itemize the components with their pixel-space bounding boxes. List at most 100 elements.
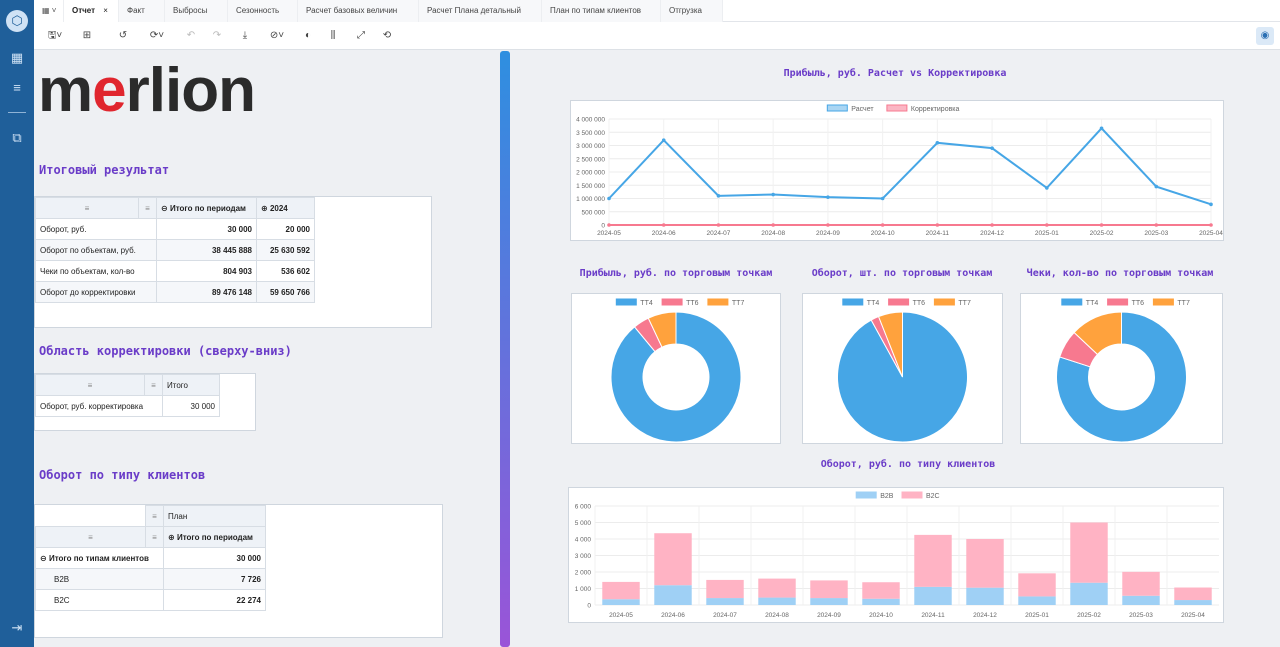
x-tick-label: 2024-11 <box>926 230 950 237</box>
y-tick-label: 1 000 000 <box>576 196 605 203</box>
row-header-menu-icon[interactable]: ≡ <box>35 197 139 219</box>
col-itogo-header: Итого <box>162 374 220 396</box>
dashboard-icon[interactable]: ▦ <box>10 50 24 65</box>
expand-icon[interactable]: ⤢ <box>357 30 365 41</box>
tab-vybrosy[interactable]: Выбросы <box>165 0 228 22</box>
logout-icon[interactable]: ⇥ <box>11 620 23 635</box>
data-point <box>1209 202 1213 207</box>
data-point <box>826 223 830 227</box>
grid-menu-icon[interactable]: ▦ ˅ <box>34 0 64 22</box>
x-tick-label: 2024-06 <box>661 612 685 619</box>
legend-label: Расчет <box>851 106 874 113</box>
y-tick-label: 4 000 000 <box>576 117 605 124</box>
cell-year[interactable]: 59 650 766 <box>256 281 315 303</box>
table-row: Оборот, руб. 30 000 20 000 <box>35 218 315 240</box>
cell-year[interactable]: 25 630 592 <box>256 239 315 261</box>
section-title-tip-klientov: Оборот по типу клиентов <box>39 468 206 482</box>
row-label: Оборот, руб. <box>35 218 157 240</box>
data-point <box>880 196 885 201</box>
cell-total[interactable]: 804 903 <box>156 260 257 282</box>
download-icon[interactable]: ⤓ <box>242 30 248 41</box>
data-point <box>1045 223 1049 227</box>
y-tick-label: 2 000 <box>575 570 592 577</box>
col-header-menu-icon[interactable]: ≡ <box>138 197 157 219</box>
row-header-menu2-icon[interactable]: ≡ <box>145 526 164 548</box>
data-point <box>880 223 885 227</box>
cell-year[interactable]: 20 000 <box>256 218 315 240</box>
eye-icon[interactable]: ◉ <box>1256 27 1274 45</box>
panel-splitter[interactable] <box>500 51 510 647</box>
cell-total[interactable]: 30 000 <box>156 218 257 240</box>
table-row: Оборот, руб. корректировка 30 000 <box>35 395 220 417</box>
y-tick-label: 4 000 <box>575 537 592 544</box>
tab-otgruzka[interactable]: Отгрузка <box>661 0 723 22</box>
tab-raschet-bazovyh[interactable]: Расчет базовых величин <box>298 0 419 22</box>
legend-swatch <box>661 298 683 306</box>
cell-value[interactable]: 22 274 <box>163 589 266 611</box>
cell-year[interactable]: 536 602 <box>256 260 315 282</box>
cell-total[interactable]: 38 445 888 <box>156 239 257 261</box>
row-label: Оборот, руб. корректировка <box>35 395 163 417</box>
app-logo-icon[interactable]: ⬡ <box>6 10 28 32</box>
toggle-icon[interactable]: ◐ <box>304 30 312 41</box>
korrekt-value-cell[interactable]: 30 000 <box>162 395 220 417</box>
bar-b2b <box>1122 595 1160 605</box>
data-point <box>990 146 994 150</box>
bar-b2c <box>862 582 900 599</box>
save-icon[interactable]: 🖫˅ <box>47 30 63 41</box>
pie3-card: ТТ4 ТТ6 ТТ7 <box>1020 293 1223 444</box>
legend-swatch <box>1152 298 1174 306</box>
line-chart-title: Прибыль, руб. Расчет vs Корректировка <box>783 68 1007 79</box>
legend-swatch <box>826 104 848 112</box>
tab-sezonnost[interactable]: Сезонность <box>228 0 298 22</box>
data-point <box>990 223 994 227</box>
collapse-icon[interactable]: ⊖ <box>40 553 47 563</box>
bar-b2c <box>1070 522 1108 583</box>
col-header-menu-icon[interactable]: ≡ <box>144 374 163 396</box>
bar-b2c <box>1174 587 1212 601</box>
expand-plus-icon[interactable]: ⊕ <box>261 203 268 213</box>
cell-total[interactable]: 89 476 148 <box>156 281 257 303</box>
add-icon[interactable]: ⊞ <box>82 30 92 41</box>
tab-otchet[interactable]: Отчет × <box>64 0 119 22</box>
pie3-chart: ТТ4 ТТ6 ТТ7 <box>1056 298 1190 443</box>
expand-plus-icon[interactable]: ⊕ <box>168 532 175 542</box>
col-header-menu-icon[interactable]: ≡ <box>145 505 164 527</box>
x-tick-label: 2025-02 <box>1077 612 1101 619</box>
bar-chart-card: 0 1 000 2 000 3 000 4 000 5 000 6 000 2024-05 20… <box>568 487 1224 623</box>
tab-bar: ▦ ˅ Отчет × Факт Выбросы Сезонность Расч… <box>34 0 1280 22</box>
close-icon[interactable]: × <box>103 6 108 15</box>
legend-swatch <box>933 298 955 306</box>
tab-fakt[interactable]: Факт <box>119 0 165 22</box>
bar-b2c <box>602 581 640 600</box>
x-tick-label: 2024-06 <box>652 230 676 237</box>
legend-swatch <box>842 298 864 306</box>
group-value-cell[interactable]: 30 000 <box>163 547 266 569</box>
x-tick-label: 2024-08 <box>761 230 785 237</box>
x-tick-label: 2024-09 <box>817 612 841 619</box>
row-header-menu-icon[interactable]: ≡ <box>35 526 146 548</box>
y-tick-label: 3 000 <box>575 553 592 560</box>
collapse-icon[interactable]: ⊖ <box>161 203 168 213</box>
history-icon[interactable]: ↺ <box>118 30 128 41</box>
tab-plan-po-tipam[interactable]: План по типам клиентов <box>542 0 661 22</box>
sync-icon[interactable]: ⟲ <box>382 30 392 41</box>
legend-swatch <box>855 491 877 499</box>
row-header-menu-icon[interactable]: ≡ <box>35 374 145 396</box>
table-row: B2C 22 274 <box>35 589 266 611</box>
chart-icon[interactable]: ⫼ <box>330 30 336 41</box>
y-tick-label: 2 000 000 <box>576 170 605 177</box>
tab-raschet-plana[interactable]: Расчет Плана детальный <box>419 0 542 22</box>
bar-b2c <box>758 578 796 598</box>
database-icon[interactable]: ≡ <box>13 80 21 95</box>
legend-label: ТТ7 <box>958 300 971 307</box>
undo-icon[interactable]: ↶ <box>186 30 196 41</box>
redo-icon[interactable]: ↷ <box>212 30 222 41</box>
bar-b2b <box>758 597 796 605</box>
cell-value[interactable]: 7 726 <box>163 568 266 590</box>
refresh-icon[interactable]: ⟳˅ <box>149 30 165 41</box>
legend-label: ТТ6 <box>1132 300 1145 307</box>
link-icon[interactable]: ⧉ <box>12 130 22 145</box>
filter-off-icon[interactable]: ⊘˅ <box>269 30 285 41</box>
section-title-itog: Итоговый результат <box>39 163 170 177</box>
